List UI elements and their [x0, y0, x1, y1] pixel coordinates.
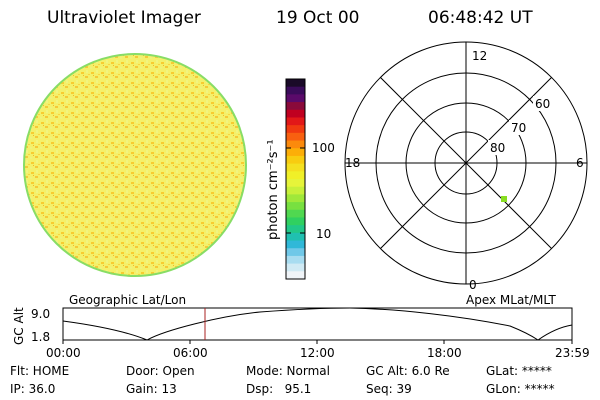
time-label: 06:48:42 UT	[428, 8, 533, 28]
status-door: Door: Open	[126, 364, 195, 378]
timeline-right-caption: Apex MLat/MLT	[466, 293, 556, 307]
lat-60-bg	[533, 96, 553, 111]
colorbar-tick-100: 100	[312, 141, 335, 155]
timeline-left-caption: Geographic Lat/Lon	[69, 293, 186, 307]
polar-grid	[344, 41, 588, 285]
polar-data-point	[501, 196, 507, 202]
colorbar-segment	[286, 125, 305, 134]
status-ip: IP: 36.0	[10, 382, 56, 396]
mlt-6-label: 6	[576, 156, 584, 170]
time-label-3: 18:00	[427, 346, 462, 360]
status-gain: Gain: 13	[126, 382, 177, 396]
colorbar-border	[285, 78, 306, 280]
status-flt: Flt: HOME	[10, 364, 70, 378]
timeline-ymin: 1.8	[31, 330, 50, 344]
colorbar-segment	[286, 163, 305, 172]
colorbar-segment	[286, 132, 305, 142]
colorbar-segment	[286, 117, 305, 126]
time-label-4: 23:59	[555, 346, 590, 360]
lat-60-label: 60	[535, 97, 550, 111]
colorbar-segment	[286, 155, 305, 165]
status-mode: Mode: Normal	[246, 364, 330, 378]
mlt-12-label: 12	[472, 49, 487, 63]
colorbar-segment	[286, 140, 305, 149]
time-label-1: 06:00	[173, 346, 208, 360]
lat-70-bg	[509, 120, 529, 135]
colorbar-segment	[286, 194, 305, 203]
polar-white-gaps	[470, 49, 484, 62]
altitude-curve	[62, 307, 573, 341]
status-seq: Seq: 39	[366, 382, 412, 396]
colorbar-tick-10: 10	[316, 227, 331, 241]
date-label: 19 Oct 00	[276, 8, 360, 28]
instrument-title: Ultraviolet Imager	[47, 8, 201, 28]
status-glat: GLat: *****	[486, 364, 552, 378]
time-label-0: 00:00	[46, 346, 81, 360]
colorbar-segment	[286, 209, 305, 219]
time-label-2: 12:00	[300, 346, 335, 360]
colorbar-segment	[286, 186, 305, 195]
status-gcalt: GC Alt: 6.0 Re	[366, 364, 450, 378]
lat-80-label: 80	[490, 141, 505, 155]
mlt-0-label: 0	[469, 278, 477, 292]
colorbar-segment	[286, 94, 305, 103]
lat-70-label: 70	[511, 121, 526, 135]
status-dsp: Dsp: 95.1	[246, 382, 312, 396]
colorbar-segment	[286, 179, 305, 188]
earth-disk-image	[23, 53, 247, 277]
colorbar-segment	[286, 109, 305, 119]
colorbar-segment	[286, 171, 305, 180]
timeline-axis-label: GC Alt	[12, 307, 26, 345]
colorbar-segment	[286, 217, 305, 226]
colorbar-segment	[286, 225, 305, 234]
colorbar-segment	[286, 232, 305, 242]
colorbar-segment	[286, 248, 305, 257]
colorbar-segment	[286, 79, 305, 88]
timeline-ymax: 9.0	[31, 307, 50, 321]
colorbar-segment	[286, 148, 305, 157]
colorbar-segment	[286, 202, 305, 211]
color-scale-bar	[285, 78, 306, 280]
colorbar-segment	[286, 240, 305, 249]
lat-80-bg	[488, 140, 508, 155]
colorbar-segment	[286, 263, 305, 272]
status-glon: GLon: *****	[486, 382, 555, 396]
colorbar-segment	[286, 271, 305, 280]
colorbar-segment	[286, 255, 305, 265]
timeline-frame	[62, 307, 573, 344]
mlt-18-label: 18	[345, 156, 360, 170]
colorbar-ticks	[286, 147, 305, 234]
colorbar-segment	[286, 102, 305, 111]
colorbar-segment	[286, 86, 305, 95]
colorbar-unit-label: photon cm⁻²s⁻¹	[266, 139, 281, 240]
